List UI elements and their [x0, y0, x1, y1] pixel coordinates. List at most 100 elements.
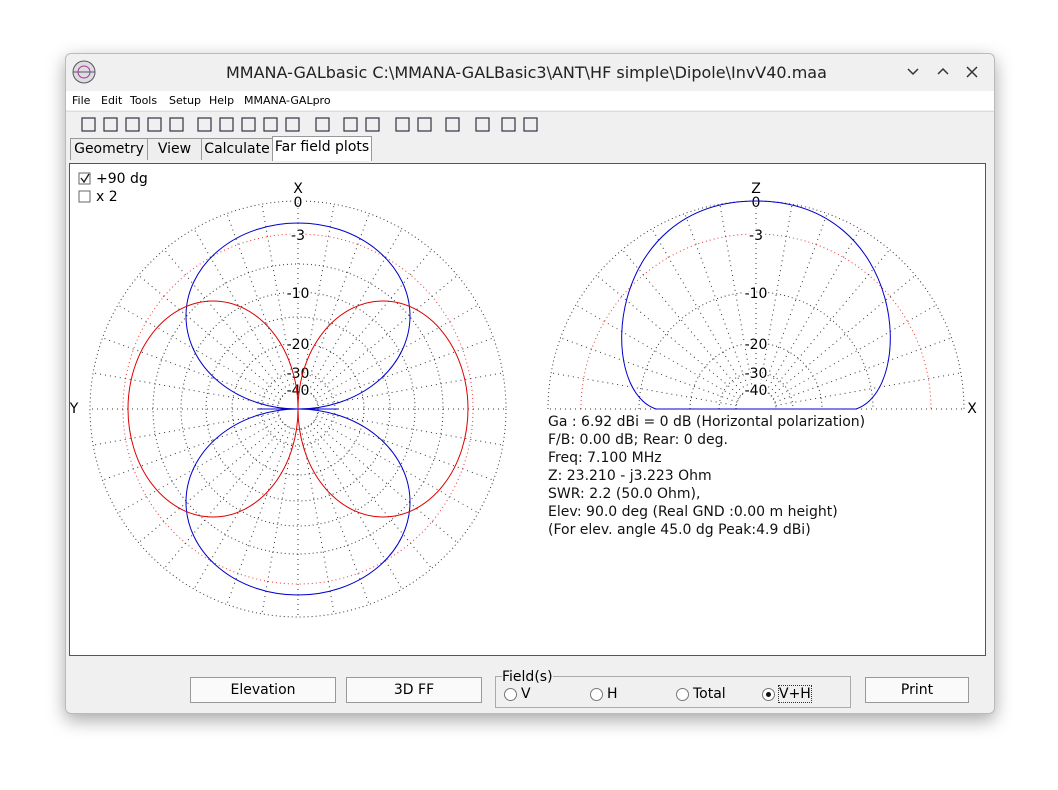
info-line: Elev: 90.0 deg (Real GND :0.00 m height) [548, 504, 838, 520]
radial [163, 423, 286, 569]
radial [551, 372, 737, 407]
tool-icon[interactable] [365, 117, 380, 132]
ring-label: 0 [752, 195, 761, 211]
menu-item[interactable]: MMANA-GALpro [244, 94, 331, 107]
tool-icon[interactable] [315, 117, 330, 132]
plot-panel: +90 dg x 2 0 -3 -10 -20 -30 -40 X Y 0 -3 -10 -20 -30 -4… [69, 163, 986, 656]
tab[interactable]: View [147, 138, 202, 160]
ring-label: -10 [745, 286, 768, 302]
info-line: Z: 23.210 - j3.223 Ohm [548, 468, 712, 484]
radial [226, 213, 292, 391]
window-controls[interactable] [904, 64, 984, 80]
window-title: MMANA-GALbasic C:\MMANA-GALBasic3\ANT\HF… [226, 63, 827, 82]
pattern-elev [621, 200, 891, 410]
radial [774, 337, 952, 403]
tool-icon[interactable] [523, 117, 538, 132]
tool-icon[interactable] [125, 117, 140, 132]
button[interactable]: 3D FF [346, 677, 482, 703]
tool-icon[interactable] [285, 117, 300, 132]
plots: +90 dgx 2 0-3-10-20-30-40XY0-3-10-20-30-4… [69, 171, 977, 618]
fields-legend: Field(s) [502, 669, 553, 685]
title-bar: MMANA-GALbasic C:\MMANA-GALBasic3\ANT\HF… [66, 54, 994, 91]
tool-icon[interactable] [417, 117, 432, 132]
tool-icon[interactable] [395, 117, 410, 132]
ring [580, 233, 932, 410]
radial [304, 213, 370, 391]
tool-icon[interactable] [81, 117, 96, 132]
tool-icon[interactable] [501, 117, 516, 132]
tool-icon[interactable] [475, 117, 490, 132]
tool-icon[interactable] [147, 117, 162, 132]
radial [138, 421, 284, 544]
tool-icon[interactable] [197, 117, 212, 132]
tool-icon[interactable] [103, 117, 118, 132]
checkbox [78, 190, 91, 203]
radio[interactable] [590, 688, 603, 701]
tool-icon[interactable] [169, 117, 184, 132]
ring-label: -30 [745, 366, 768, 382]
radio-label: V+H [778, 685, 812, 703]
menu-item[interactable]: Tools [130, 94, 158, 107]
menu-item[interactable]: File [72, 94, 91, 107]
radial [621, 249, 744, 395]
tab[interactable]: Far field plots [272, 136, 372, 161]
tool-icon[interactable] [445, 117, 460, 132]
info-line: Freq: 7.100 MHz [548, 450, 662, 466]
ring [718, 371, 794, 410]
tool-icon[interactable] [263, 117, 278, 132]
ring-label: 0 [294, 195, 303, 211]
info-line: (For elev. angle 45.0 dg Peak:4.9 dBi) [548, 522, 811, 538]
info-line: F/B: 0.00 dB; Rear: 0 deg. [548, 432, 728, 448]
radial [310, 423, 433, 569]
radio-label: V [521, 686, 531, 702]
tool-icon[interactable] [219, 117, 234, 132]
button[interactable]: Print [865, 677, 969, 703]
ring [638, 291, 874, 410]
radio[interactable] [676, 688, 689, 701]
tool-icon[interactable] [343, 117, 358, 132]
ring-label: -20 [745, 337, 768, 353]
check-mark [80, 173, 90, 184]
radial [762, 213, 828, 391]
radial [684, 213, 750, 391]
tab[interactable]: Geometry [70, 138, 148, 160]
button[interactable]: Elevation [190, 677, 336, 703]
tool-icon[interactable] [241, 117, 256, 132]
radial [768, 249, 891, 395]
window: MMANA-GALbasic C:\MMANA-GALBasic3\ANT\HF… [65, 53, 995, 714]
menu-item[interactable]: Setup [169, 94, 202, 107]
radial [138, 274, 284, 397]
ring [547, 200, 965, 410]
info-line: SWR: 2.2 (50.0 Ohm), [548, 486, 701, 502]
radio-label: H [607, 686, 618, 702]
menu-bar: File Edit Tools Setup Help MMANA-GALpro [66, 91, 994, 110]
axis-label: X [293, 181, 303, 197]
toolbar [66, 111, 994, 132]
menu-item[interactable]: Help [209, 94, 235, 107]
radial [770, 274, 916, 397]
checkbox [78, 172, 91, 185]
radial [775, 372, 961, 407]
axis-label: X [967, 401, 977, 417]
info-line: Ga : 6.92 dBi = 0 dB (Horizontal polariz… [548, 414, 866, 430]
radial [596, 274, 742, 397]
option-label: +90 dg [96, 171, 148, 187]
axis-label: Y [70, 401, 79, 417]
radial [312, 421, 458, 544]
ring [89, 200, 507, 618]
radio[interactable] [504, 688, 517, 701]
pattern-v [185, 408, 411, 596]
ring-label: -10 [287, 286, 310, 302]
fields-group: Field(s) [495, 669, 851, 708]
ring [689, 342, 823, 410]
tab[interactable]: Calculate [201, 138, 273, 160]
radial [560, 337, 738, 403]
ring-label: -40 [287, 383, 310, 399]
radial [163, 249, 286, 395]
menu-item[interactable]: Edit [101, 94, 123, 107]
radio-label: Total [693, 686, 726, 702]
ring-label: -3 [291, 228, 305, 244]
radio-dot [766, 692, 771, 697]
ring-label: -20 [287, 337, 310, 353]
